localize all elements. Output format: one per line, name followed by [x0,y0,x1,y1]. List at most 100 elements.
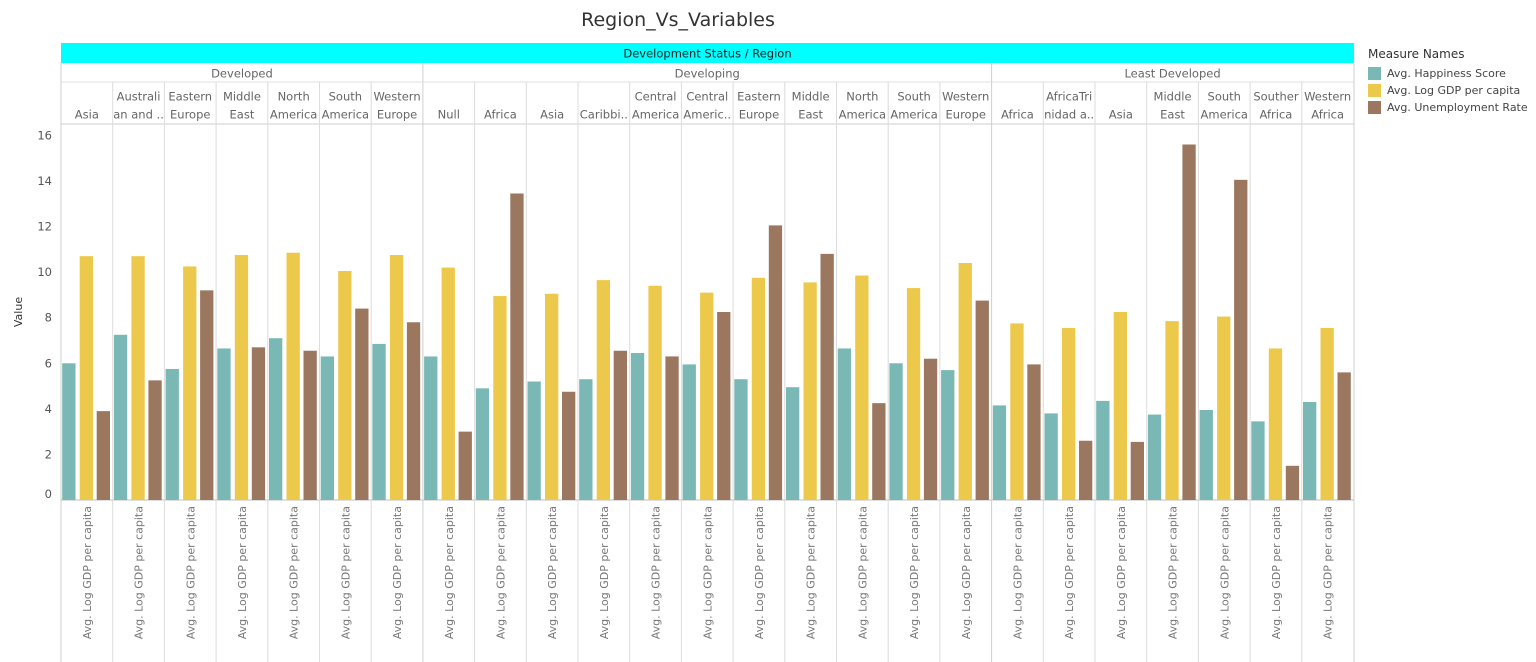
x-axis-label: Avg. Log GDP per capita [288,506,301,639]
group-label: Developed [211,67,273,81]
region-label-line2: Europe [170,108,210,122]
region-label-line1: Middle [792,90,830,104]
region-label-line2: East [798,108,823,122]
region-label-line1: Eastern [168,90,212,104]
bar [906,288,921,500]
bar [165,368,179,500]
region-label-line2: Europe [377,108,417,122]
bar [837,348,851,500]
x-axis-label: Avg. Log GDP per capita [1167,506,1180,639]
y-tick-label: 10 [37,265,52,279]
bar [700,292,714,500]
region-label-line1: Eastern [737,90,781,104]
y-tick-label: 8 [45,311,52,325]
bar [286,252,300,500]
region-label-line1: South [1208,90,1241,104]
legend-swatch-unemployment [1368,101,1381,114]
legend-item-happiness[interactable]: Avg. Happiness Score [1368,65,1536,82]
bar [941,370,955,500]
legend-swatch-log-gdp [1368,84,1381,97]
bar [923,358,938,500]
x-axis-label: Avg. Log GDP per capita [184,506,197,639]
bar [1199,409,1213,500]
region-label-line2: Africa [1260,108,1293,122]
bar [338,270,352,500]
region-label: Africa [484,108,517,122]
bar [751,277,766,500]
x-axis-label: Avg. Log GDP per capita [650,506,663,639]
bar [527,381,541,500]
bar [62,363,76,500]
bar [786,387,800,500]
bar [630,353,645,500]
region-label-line2: Africa [1311,108,1344,122]
region-label-line1: Central [635,90,677,104]
region-label-line1: North [278,90,310,104]
region-label: Africa [1001,108,1034,122]
region-label-line1: Central [686,90,728,104]
bar [441,267,455,500]
legend-label-log-gdp: Avg. Log GDP per capita [1387,84,1521,97]
bar [1010,323,1024,500]
bar [1147,414,1162,500]
y-tick-label: 2 [45,447,52,461]
x-axis-label: Avg. Log GDP per capita [908,506,921,639]
region-label-line2: Europe [739,108,779,122]
x-axis-label: Avg. Log GDP per capita [236,506,249,639]
bar [131,256,145,500]
region-label: Asia [75,108,99,122]
legend-item-unemployment[interactable]: Avg. Unemployment Rate [1368,99,1536,116]
region-label-line2: America [890,108,937,122]
bar [303,350,317,500]
bar [1251,421,1265,500]
region-label-line1: Australi [117,90,161,104]
bar [1320,327,1334,500]
x-axis-label: Avg. Log GDP per capita [1115,506,1128,639]
legend: Measure Names Avg. Happiness Score Avg. … [1368,47,1536,116]
bar [734,379,748,500]
bar [1079,440,1093,500]
region-label: Null [438,108,460,122]
region-label: Caribbi.. [580,108,628,122]
legend-title: Measure Names [1368,47,1465,61]
bar [1165,321,1179,500]
region-label-line1: Middle [223,90,261,104]
group-label: Developing [675,67,740,81]
bar [79,256,93,500]
region-label-line2: America [839,108,886,122]
x-axis-label: Avg. Log GDP per capita [1011,506,1024,639]
y-tick-label: 14 [37,174,52,188]
bar [183,266,197,500]
bar [648,285,662,500]
bar [458,431,472,500]
region-label-line2: America [1201,108,1248,122]
bar [992,405,1007,500]
region-label-line1: Middle [1154,90,1192,104]
bar [1268,348,1283,500]
x-axis-label: Avg. Log GDP per capita [1063,506,1076,639]
y-axis-label: Value [12,297,25,327]
region-label: Asia [1109,108,1133,122]
bar [389,255,404,500]
y-tick-label: 12 [37,220,52,234]
bar [1027,364,1041,500]
region-label-line2: America [632,108,679,122]
group-label: Least Developed [1124,67,1220,81]
legend-label-unemployment: Avg. Unemployment Rate [1387,101,1528,114]
bar [545,293,559,500]
bar [1062,327,1076,500]
bar [1096,400,1110,500]
bar [493,296,507,500]
legend-item-log-gdp[interactable]: Avg. Log GDP per capita [1368,82,1536,99]
x-axis-label: Avg. Log GDP per capita [960,506,973,639]
region-label-line2: East [1160,108,1185,122]
bar [1337,372,1351,500]
region-label-line1: Western [1304,90,1351,104]
x-axis-label: Avg. Log GDP per capita [753,506,766,639]
y-tick-label: 4 [45,402,52,416]
bar-chart: Development Status / Region Value 0 2 4 6 8 10 1… [12,43,1355,662]
bar [355,308,369,500]
region-label-line1: Souther [1253,90,1298,104]
chart-title: Region_Vs_Variables [581,9,775,31]
region-label-line1: South [329,90,362,104]
